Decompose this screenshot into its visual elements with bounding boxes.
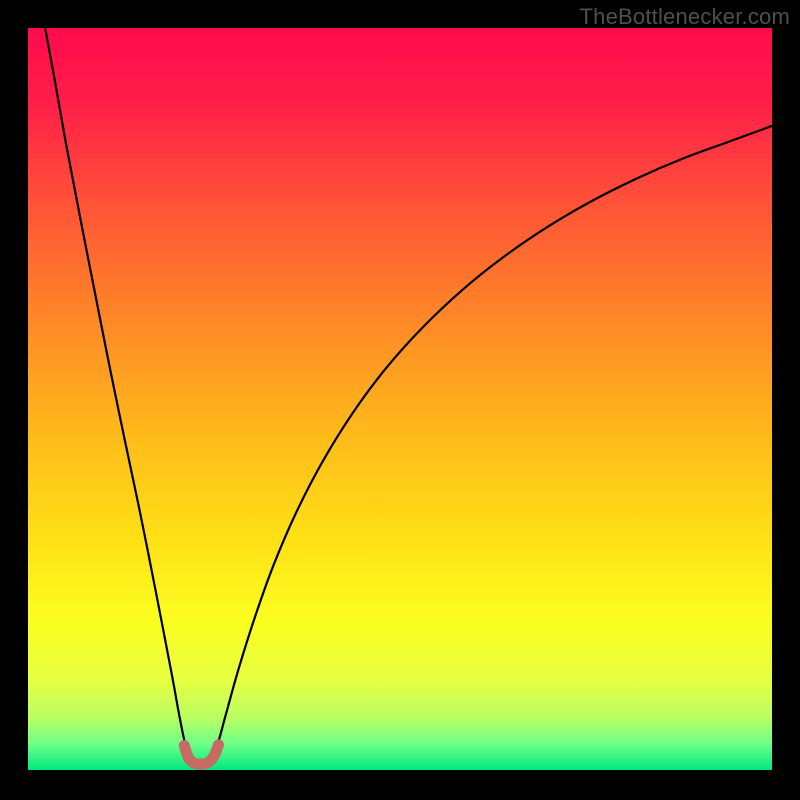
- attribution-label: TheBottlenecker.com: [580, 4, 790, 30]
- chart-plot-background: [28, 28, 772, 770]
- bottleneck-chart: TheBottlenecker.com: [0, 0, 800, 800]
- chart-svg: [0, 0, 800, 800]
